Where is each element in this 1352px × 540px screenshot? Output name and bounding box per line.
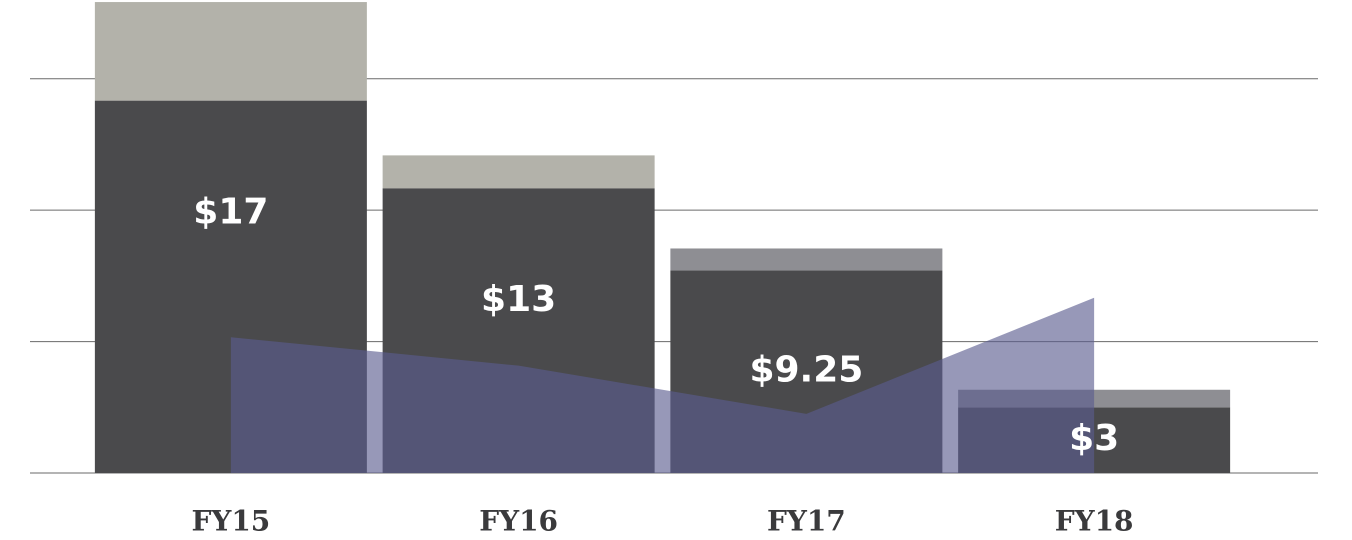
area [230,297,1095,473]
x-tick-label: FY17 [767,505,846,538]
bar-segment [382,155,655,189]
x-tick-label: FY18 [1055,505,1134,538]
bar-segment [670,248,943,271]
x-tick-label: FY15 [191,505,270,538]
data-label: $3 [1069,418,1119,459]
data-label: $17 [193,192,268,233]
x-tick-label: FY16 [479,505,558,538]
data-label: $9.25 [749,350,863,391]
data-label: $13 [481,279,556,320]
bar-segment [94,2,367,101]
